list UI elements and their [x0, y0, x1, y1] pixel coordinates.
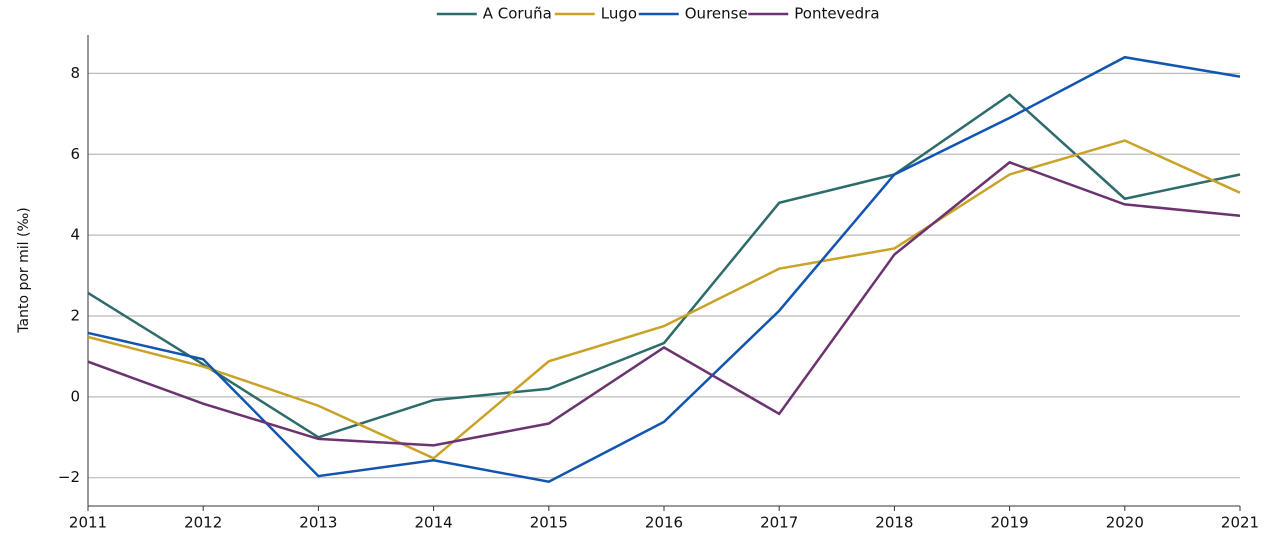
y-tick-label: 0: [70, 387, 80, 405]
line: [87, 139, 1241, 460]
y-tick-label: 2: [70, 306, 80, 324]
line: [87, 93, 1241, 439]
y-axis-label: Tanto por mil (‰): [16, 207, 32, 333]
x-tick-label: 2015: [530, 514, 568, 532]
x-tick-label: 2017: [760, 514, 798, 532]
line: [87, 55, 1241, 484]
x-tick-label: 2012: [184, 514, 222, 532]
legend-label: Lugo: [601, 5, 637, 23]
x-tick-label: 2020: [1106, 514, 1144, 532]
legend-label: Ourense: [685, 5, 748, 23]
legend-label: A Coruña: [483, 5, 552, 23]
x-tick-label: 2018: [875, 514, 913, 532]
line: [87, 160, 1241, 447]
y-tick-label: 6: [70, 145, 80, 163]
x-tick-label: 2019: [991, 514, 1029, 532]
legend-label: Pontevedra: [794, 5, 879, 23]
y-tick-label: −2: [58, 468, 80, 486]
y-tick-label: 8: [70, 64, 80, 82]
x-tick-label: 2013: [299, 514, 337, 532]
x-tick-label: 2014: [415, 514, 453, 532]
x-tick-label: 2016: [645, 514, 683, 532]
x-tick-label: 2021: [1221, 514, 1259, 532]
y-tick-label: 4: [70, 226, 80, 244]
x-tick-label: 2011: [69, 514, 107, 532]
